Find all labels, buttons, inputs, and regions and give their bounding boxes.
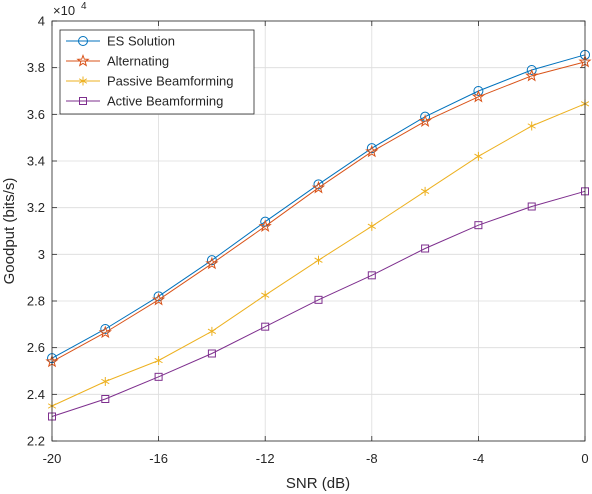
legend-marker bbox=[79, 97, 87, 105]
data-point bbox=[207, 326, 217, 336]
series-line bbox=[51, 190, 586, 417]
y-tick-label: 3.8 bbox=[27, 60, 45, 75]
legend-label: Alternating bbox=[107, 54, 169, 69]
data-point bbox=[311, 180, 326, 194]
data-point bbox=[98, 325, 112, 339]
y-tick-label: 3.2 bbox=[27, 200, 45, 215]
data-point bbox=[101, 395, 110, 403]
data-point bbox=[474, 221, 483, 230]
x-tick-label: -20 bbox=[43, 451, 62, 466]
legend-entry: ES Solution bbox=[66, 34, 175, 49]
y-tick-label: 2.8 bbox=[27, 294, 45, 309]
grid-lines bbox=[51, 20, 586, 442]
legend-label: ES Solution bbox=[107, 34, 175, 49]
data-point bbox=[421, 244, 430, 253]
legend: ES Solution Alternating Passive Beamformin… bbox=[59, 29, 255, 115]
data-point bbox=[100, 324, 111, 334]
series-line bbox=[51, 54, 586, 359]
x-tick-label: -16 bbox=[149, 451, 168, 466]
y-tick-label: 3.4 bbox=[27, 154, 45, 169]
x-tick-label: -12 bbox=[256, 451, 275, 466]
data-point bbox=[207, 349, 216, 358]
y-tick-label: 2.2 bbox=[27, 434, 45, 449]
data-point bbox=[314, 255, 323, 265]
data-point bbox=[527, 121, 536, 131]
legend-marker bbox=[76, 54, 90, 67]
data-point bbox=[366, 143, 377, 154]
legend-marker bbox=[78, 76, 88, 86]
data-point bbox=[154, 372, 163, 381]
legend-entry: Passive Beamforming bbox=[66, 74, 233, 89]
data-point bbox=[205, 256, 219, 270]
data-point bbox=[152, 292, 166, 306]
axis-ticks: -20 -16 -12 -8 -4 0 2.2 2.4 2.6 2.8 3 3.2 3.4 3.6 3.8 4 bbox=[27, 14, 589, 467]
data-point bbox=[367, 221, 376, 231]
plot-frame bbox=[51, 20, 586, 442]
x-axis-label: SNR (dB) bbox=[286, 475, 350, 492]
y-tick-label: 2.6 bbox=[27, 340, 45, 355]
data-point bbox=[473, 86, 484, 96]
y-axis-label: Goodput (bits/s) bbox=[1, 178, 18, 285]
data-point bbox=[420, 186, 430, 196]
y-tick-label: 2.4 bbox=[27, 387, 45, 402]
x-tick-label: -8 bbox=[366, 451, 378, 466]
data-point bbox=[314, 295, 323, 304]
y-exponent-power: 4 bbox=[81, 1, 87, 12]
y-tick-label: 3.6 bbox=[27, 107, 45, 122]
series-layer bbox=[45, 49, 592, 421]
legend-label: Passive Beamforming bbox=[107, 74, 233, 89]
data-point bbox=[474, 151, 483, 161]
series-square bbox=[48, 187, 589, 421]
series-pentagram bbox=[45, 54, 592, 368]
series-line bbox=[51, 61, 586, 363]
data-point bbox=[258, 219, 272, 232]
data-point bbox=[365, 144, 379, 158]
legend-box bbox=[59, 29, 255, 115]
data-point bbox=[367, 271, 376, 280]
x-tick-label: 0 bbox=[581, 451, 588, 466]
data-point bbox=[525, 68, 539, 82]
legend-marker bbox=[78, 36, 88, 46]
data-point bbox=[527, 202, 536, 211]
legend-label: Active Beamforming bbox=[107, 94, 223, 109]
data-point bbox=[261, 290, 270, 300]
data-point bbox=[418, 114, 432, 127]
legend-entry: Alternating bbox=[66, 54, 169, 69]
data-point bbox=[154, 356, 163, 365]
series-asterisk bbox=[47, 99, 590, 411]
data-point bbox=[101, 377, 110, 386]
y-tick-label: 3 bbox=[38, 247, 45, 262]
y-exponent-base: ×10 bbox=[53, 3, 75, 18]
y-tick-label: 4 bbox=[38, 14, 45, 29]
data-point bbox=[261, 322, 270, 331]
x-tick-label: -4 bbox=[473, 451, 485, 466]
legend-entry: Active Beamforming bbox=[66, 94, 223, 109]
data-point bbox=[471, 89, 485, 103]
data-point bbox=[526, 65, 537, 75]
